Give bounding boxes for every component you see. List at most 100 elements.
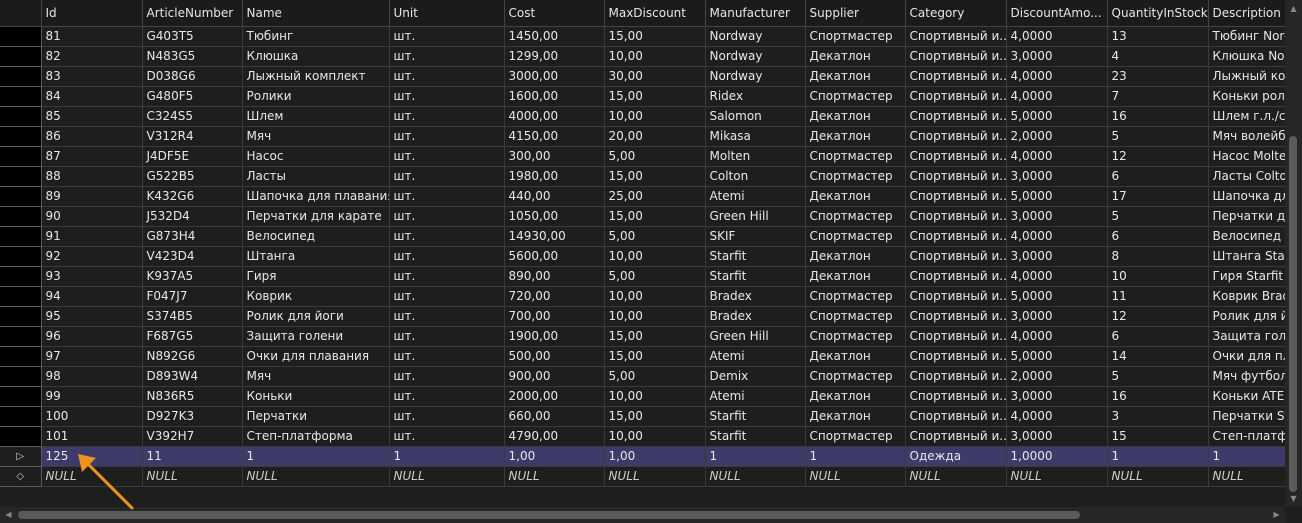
cell-manufacturer[interactable]: NULL <box>705 466 806 487</box>
cell-manufacturer[interactable]: Molten <box>705 146 806 167</box>
cell-cost[interactable]: 1,00 <box>504 446 605 467</box>
cell-cost[interactable]: 440,00 <box>504 186 605 207</box>
cell-cost[interactable]: 5600,00 <box>504 246 605 267</box>
column-header-manufacturer[interactable]: Manufacturer <box>705 0 806 27</box>
cell-id[interactable]: 91 <box>41 226 143 247</box>
cell-category[interactable]: Спортивный и... <box>905 106 1007 127</box>
cell-quantityinstock[interactable]: 8 <box>1107 246 1209 267</box>
cell-supplier[interactable]: Декатлон <box>805 106 906 127</box>
cell-cost[interactable]: 1900,00 <box>504 326 605 347</box>
cell-cost[interactable]: 1600,00 <box>504 86 605 107</box>
cell-category[interactable]: Спортивный и... <box>905 26 1007 47</box>
cell-unit[interactable]: шт. <box>389 66 505 87</box>
cell-category[interactable]: Спортивный и... <box>905 166 1007 187</box>
cell-id[interactable]: 99 <box>41 386 143 407</box>
row-header[interactable] <box>0 226 42 247</box>
cell-maxdiscount[interactable]: 25,00 <box>604 186 706 207</box>
column-header-id[interactable]: Id <box>41 0 143 27</box>
cell-maxdiscount[interactable]: 10,00 <box>604 46 706 67</box>
cell-discountamo[interactable]: 3,0000 <box>1006 166 1108 187</box>
cell-category[interactable]: Спортивный и... <box>905 126 1007 147</box>
cell-manufacturer[interactable]: Nordway <box>705 26 806 47</box>
cell-articlenumber[interactable]: G480F5 <box>142 86 243 107</box>
vertical-scrollbar[interactable]: ▲ ▼ <box>1285 0 1302 507</box>
cell-articlenumber[interactable]: D893W4 <box>142 366 243 387</box>
row-header[interactable] <box>0 426 42 447</box>
cell-cost[interactable]: 4790,00 <box>504 426 605 447</box>
vertical-scroll-thumb[interactable] <box>1289 136 1297 492</box>
cell-description[interactable]: Коврик Bradex <box>1208 286 1285 307</box>
cell-supplier[interactable]: Спортмастер <box>805 226 906 247</box>
cell-name[interactable]: Ролики <box>242 86 390 107</box>
cell-quantityinstock[interactable]: 12 <box>1107 146 1209 167</box>
cell-manufacturer[interactable]: Starfit <box>705 266 806 287</box>
cell-cost[interactable]: 2000,00 <box>504 386 605 407</box>
cell-manufacturer[interactable]: Green Hill <box>705 206 806 227</box>
cell-name[interactable]: 1 <box>242 446 390 467</box>
cell-articlenumber[interactable]: G403T5 <box>142 26 243 47</box>
cell-name[interactable]: Коньки <box>242 386 390 407</box>
table-row[interactable]: 85 C324S5 Шлем шт. 4000,00 10,00 Salomon Декатл… <box>0 106 1285 127</box>
cell-category[interactable]: Спортивный и... <box>905 406 1007 427</box>
cell-cost[interactable]: 500,00 <box>504 346 605 367</box>
cell-description[interactable]: Мяч футбольн <box>1208 366 1285 387</box>
cell-description[interactable]: Шапочка для п <box>1208 186 1285 207</box>
cell-id[interactable]: 95 <box>41 306 143 327</box>
cell-maxdiscount[interactable]: 15,00 <box>604 206 706 227</box>
cell-id[interactable]: 125 <box>41 446 143 467</box>
row-header[interactable] <box>0 286 42 307</box>
cell-maxdiscount[interactable]: 5,00 <box>604 146 706 167</box>
scroll-left-icon[interactable]: ◀ <box>5 510 12 519</box>
cell-manufacturer[interactable]: Atemi <box>705 346 806 367</box>
cell-manufacturer[interactable]: Bradex <box>705 306 806 327</box>
cell-id[interactable]: 84 <box>41 86 143 107</box>
cell-name[interactable]: Очки для плавания <box>242 346 390 367</box>
table-row[interactable]: 93 K937A5 Гиря шт. 890,00 5,00 Starfit Декатлон… <box>0 266 1285 287</box>
cell-description[interactable]: Очки для плав <box>1208 346 1285 367</box>
cell-id[interactable]: 98 <box>41 366 143 387</box>
column-header-maxdiscount[interactable]: MaxDiscount <box>604 0 706 27</box>
row-header[interactable] <box>0 86 42 107</box>
cell-maxdiscount[interactable]: 10,00 <box>604 306 706 327</box>
cell-unit[interactable]: шт. <box>389 246 505 267</box>
cell-quantityinstock[interactable]: 13 <box>1107 26 1209 47</box>
column-header-quantityinstock[interactable]: QuantityInStock <box>1107 0 1209 27</box>
cell-quantityinstock[interactable]: 7 <box>1107 86 1209 107</box>
cell-description[interactable]: Мяч волейбол <box>1208 126 1285 147</box>
cell-name[interactable]: Шлем <box>242 106 390 127</box>
cell-description[interactable]: Перчатки для <box>1208 206 1285 227</box>
cell-discountamo[interactable]: 3,0000 <box>1006 46 1108 67</box>
cell-name[interactable]: Гиря <box>242 266 390 287</box>
cell-supplier[interactable]: Декатлон <box>805 406 906 427</box>
cell-maxdiscount[interactable]: 30,00 <box>604 66 706 87</box>
table-row[interactable]: 92 V423D4 Штанга шт. 5600,00 10,00 Starfit Дека… <box>0 246 1285 267</box>
cell-manufacturer[interactable]: Salomon <box>705 106 806 127</box>
cell-discountamo[interactable]: 4,0000 <box>1006 26 1108 47</box>
cell-quantityinstock[interactable]: 5 <box>1107 366 1209 387</box>
cell-category[interactable]: Спортивный и... <box>905 426 1007 447</box>
cell-unit[interactable]: шт. <box>389 386 505 407</box>
table-row[interactable]: 97 N892G6 Очки для плавания шт. 500,00 15,00 A… <box>0 346 1285 367</box>
cell-maxdiscount[interactable]: 20,00 <box>604 126 706 147</box>
cell-quantityinstock[interactable]: NULL <box>1107 466 1209 487</box>
cell-supplier[interactable]: Декатлон <box>805 46 906 67</box>
row-header[interactable] <box>0 166 42 187</box>
cell-manufacturer[interactable]: Nordway <box>705 66 806 87</box>
results-grid[interactable]: Id ArticleNumber Name Unit Cost MaxDiscount Ma… <box>0 0 1285 507</box>
cell-quantityinstock[interactable]: 23 <box>1107 66 1209 87</box>
row-header[interactable] <box>0 146 42 167</box>
cell-description[interactable]: Велосипед SKI <box>1208 226 1285 247</box>
cell-articlenumber[interactable]: D927K3 <box>142 406 243 427</box>
cell-discountamo[interactable]: 3,0000 <box>1006 386 1108 407</box>
cell-id[interactable]: 86 <box>41 126 143 147</box>
cell-unit[interactable]: шт. <box>389 346 505 367</box>
cell-category[interactable]: Спортивный и... <box>905 326 1007 347</box>
select-all-corner[interactable] <box>0 0 42 27</box>
scroll-right-icon[interactable]: ▶ <box>1273 510 1280 519</box>
cell-id[interactable]: 94 <box>41 286 143 307</box>
cell-name[interactable]: Коврик <box>242 286 390 307</box>
cell-unit[interactable]: шт. <box>389 366 505 387</box>
row-header[interactable] <box>0 46 42 67</box>
cell-unit[interactable]: шт. <box>389 326 505 347</box>
table-row[interactable]: 95 S374B5 Ролик для йоги шт. 700,00 10,00 Brad… <box>0 306 1285 327</box>
